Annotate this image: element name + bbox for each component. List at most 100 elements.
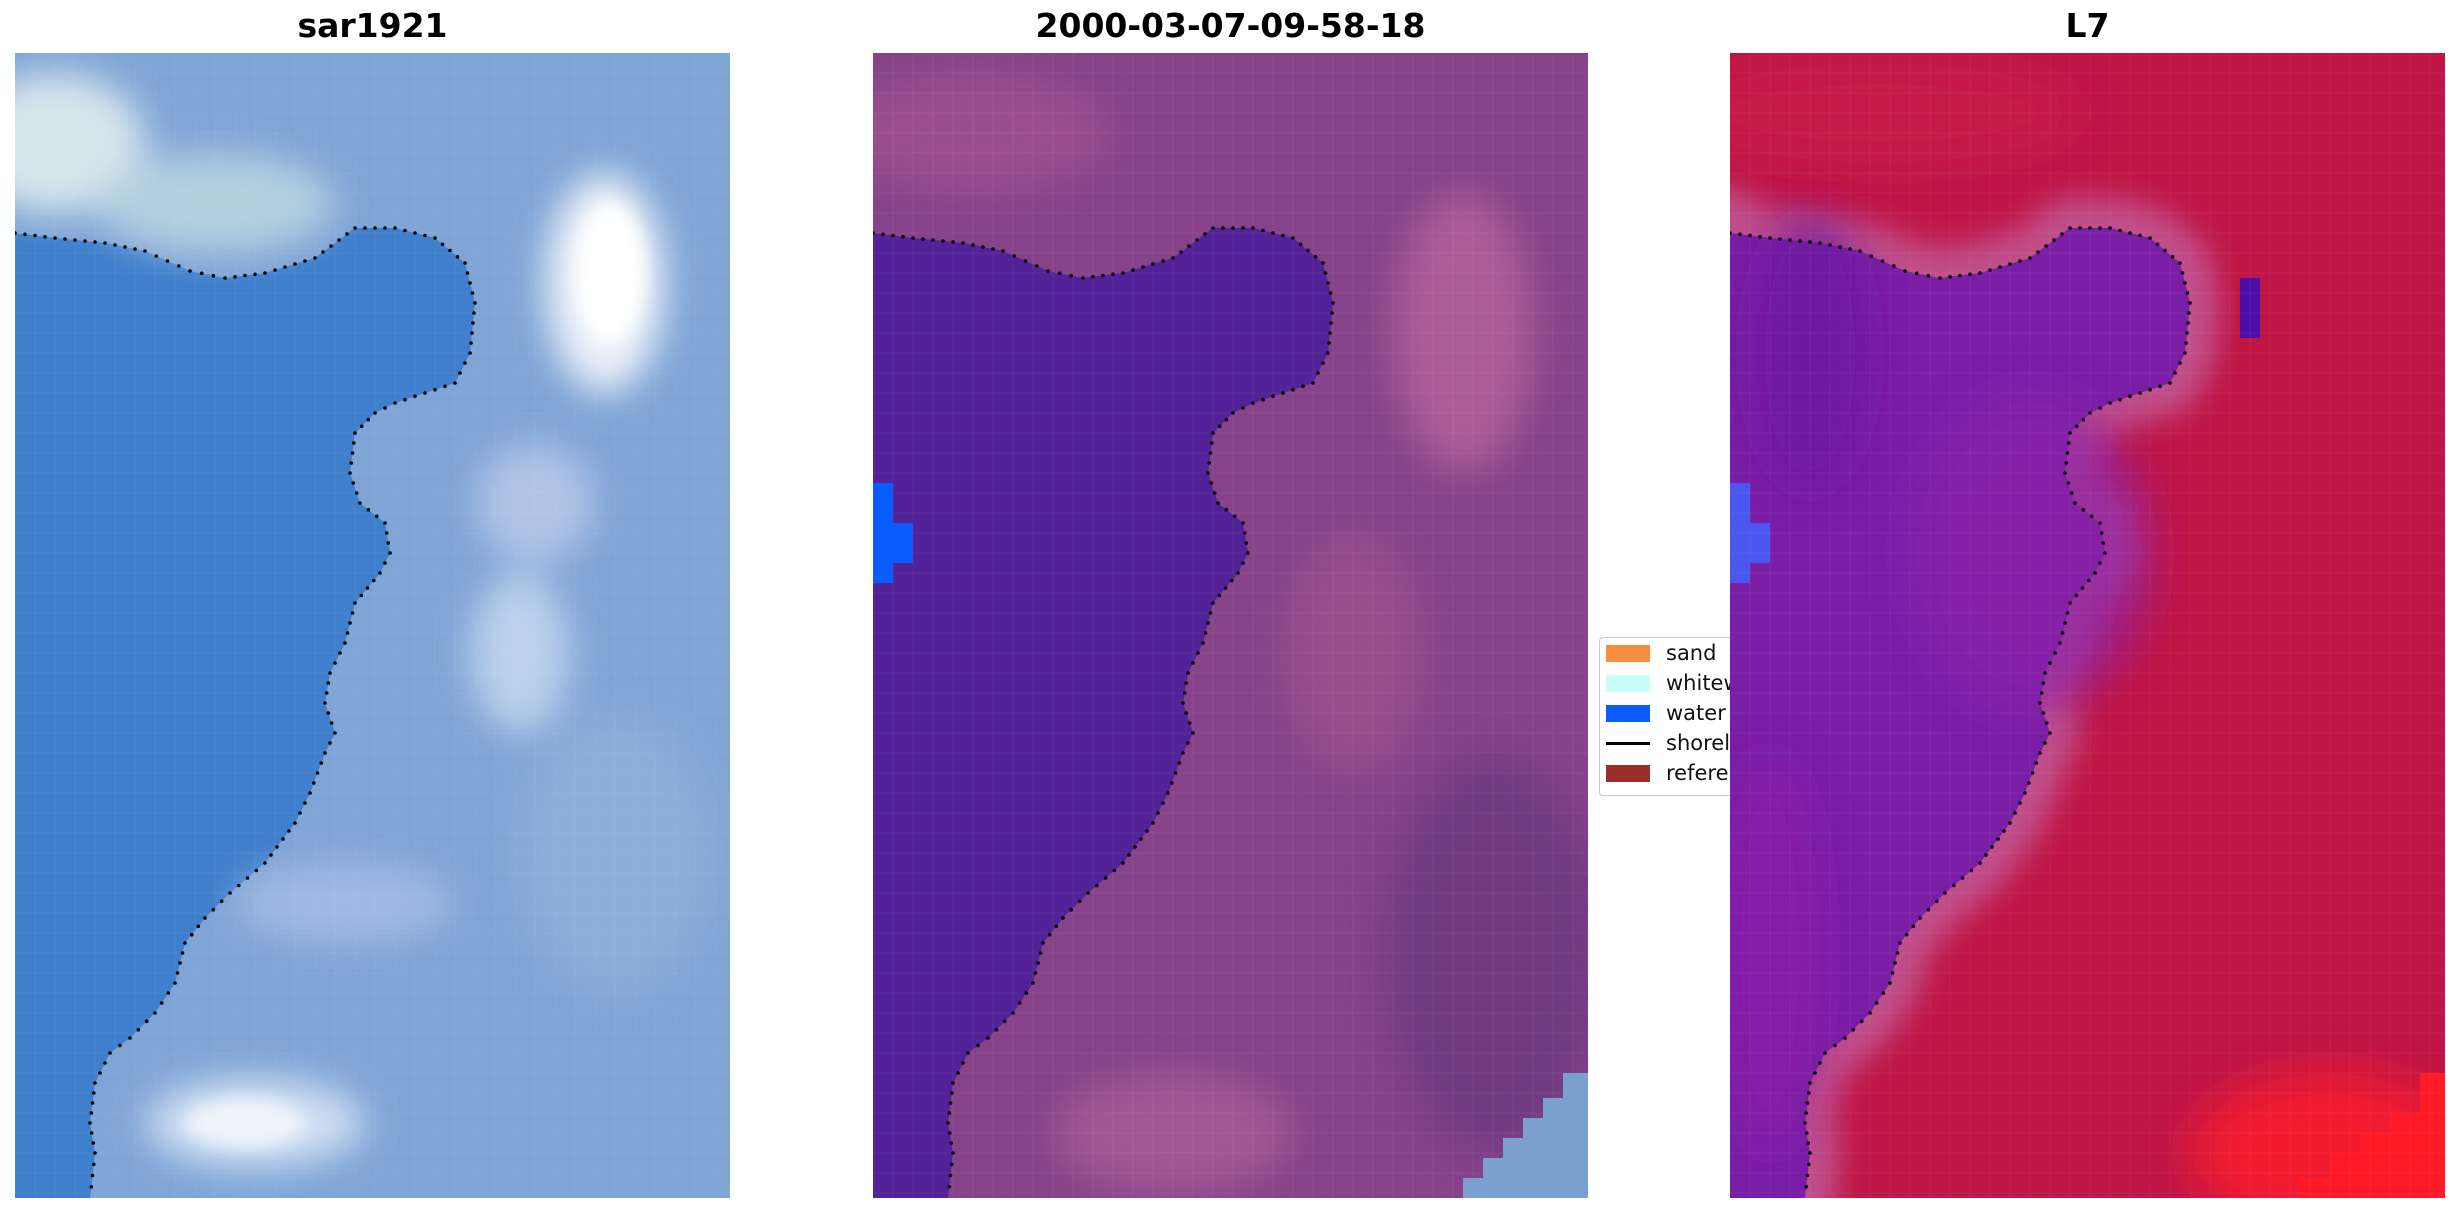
shoreline-point xyxy=(1808,1081,1812,1085)
shoreline-point xyxy=(92,1091,96,1095)
shoreline-point xyxy=(1242,531,1247,535)
shoreline-point xyxy=(1323,271,1328,275)
shoreline-point xyxy=(2128,394,2132,399)
shoreline-point xyxy=(315,771,320,775)
classified-image xyxy=(873,53,1588,1198)
rgb-image xyxy=(15,53,730,1198)
shoreline-point xyxy=(2118,397,2122,402)
shoreline-point xyxy=(423,391,427,395)
shoreline-point xyxy=(2008,262,2012,266)
shoreline-point xyxy=(53,236,57,240)
shoreline-point xyxy=(263,271,267,275)
shoreline-point xyxy=(2138,233,2142,238)
shoreline-point xyxy=(2060,631,2065,635)
shoreline-point xyxy=(348,471,352,475)
shoreline-point xyxy=(333,661,337,665)
shoreline-point xyxy=(1969,868,1974,873)
shoreline-point xyxy=(1895,951,1900,955)
shoreline-point xyxy=(1186,671,1190,675)
shoreline-point xyxy=(951,1081,955,1085)
shoreline-point xyxy=(2027,781,2031,785)
shoreline-point xyxy=(2183,351,2187,355)
shoreline-point xyxy=(313,256,317,260)
shoreline-point xyxy=(463,361,467,365)
shoreline-point xyxy=(359,424,364,429)
shoreline-point xyxy=(180,951,185,955)
shoreline-point xyxy=(981,245,985,249)
shoreline-point xyxy=(1131,268,1135,272)
shoreline-point xyxy=(2043,671,2047,675)
shoreline-point xyxy=(1038,951,1043,955)
shoreline-point xyxy=(1330,311,1334,315)
shoreline-point xyxy=(961,241,965,245)
shoreline-point xyxy=(1328,291,1333,295)
shoreline-point xyxy=(2018,801,2022,805)
shoreline-point xyxy=(90,1173,95,1178)
shoreline-point xyxy=(312,781,316,785)
shoreline-point xyxy=(1803,1121,1807,1125)
shoreline-point xyxy=(949,1141,954,1145)
shoreline-point xyxy=(1748,233,1752,238)
shoreline-point xyxy=(1813,1071,1817,1075)
shoreline-point xyxy=(2058,641,2062,645)
shoreline-point xyxy=(1217,424,1222,429)
shoreline-point xyxy=(1848,247,1852,251)
shoreline-point xyxy=(2048,731,2052,735)
classified-image-panel xyxy=(873,53,1588,1198)
shoreline-point xyxy=(103,241,107,245)
shoreline-point xyxy=(1121,861,1125,865)
shoreline-point xyxy=(2053,651,2057,655)
shoreline-point xyxy=(2178,361,2182,365)
shoreline-point xyxy=(423,233,427,238)
shoreline-point xyxy=(1833,1043,1837,1048)
shoreline-point xyxy=(1859,1019,1864,1024)
shoreline-point xyxy=(243,273,247,278)
shoreline-point xyxy=(352,441,356,445)
shoreline-point xyxy=(873,231,875,235)
shoreline-point xyxy=(384,531,389,535)
shoreline-point xyxy=(2185,331,2189,335)
shoreline-point xyxy=(2044,721,2049,725)
shoreline-point xyxy=(2088,411,2092,415)
shoreline-point xyxy=(1808,1151,1812,1155)
shoreline-point xyxy=(233,275,237,279)
shoreline-point xyxy=(453,381,457,385)
shoreline-point xyxy=(2093,571,2097,575)
shoreline-point xyxy=(1171,256,1175,260)
shoreline-point xyxy=(1033,971,1038,975)
shoreline-point xyxy=(293,262,297,266)
shoreline-point xyxy=(1988,268,1992,272)
shoreline-dots xyxy=(1730,226,2192,1189)
shoreline-point xyxy=(2063,621,2067,625)
shoreline-point xyxy=(308,791,312,795)
shoreline-point xyxy=(1804,1185,1809,1189)
shoreline-point xyxy=(1179,250,1183,254)
shoreline-point xyxy=(2028,256,2032,260)
shoreline-point xyxy=(947,1111,952,1115)
shoreline-point xyxy=(219,899,224,904)
shoreline-point xyxy=(1181,701,1185,705)
shoreline-point xyxy=(946,1121,950,1125)
shoreline-point xyxy=(1231,226,1235,230)
shoreline-point xyxy=(293,821,297,825)
shoreline-point xyxy=(1223,586,1228,590)
shoreline-point xyxy=(1036,961,1040,965)
shoreline-point xyxy=(196,924,201,929)
shoreline-point xyxy=(103,1061,107,1065)
shoreline-point xyxy=(177,264,181,268)
shoreline-point xyxy=(349,461,354,465)
shoreline-point xyxy=(2098,561,2102,565)
shoreline-point xyxy=(2098,521,2102,525)
shoreline-point xyxy=(2101,541,2106,545)
shoreline-point xyxy=(287,829,291,833)
shoreline-point xyxy=(1298,242,1303,247)
shoreline-point xyxy=(1326,281,1330,285)
shoreline-point xyxy=(2069,491,2074,495)
shoreline-point xyxy=(2041,711,2046,715)
shoreline-point xyxy=(976,1043,980,1048)
shoreline-point xyxy=(245,876,250,880)
shoreline-point xyxy=(2066,481,2071,485)
shoreline-point xyxy=(2108,401,2112,405)
shoreline-point xyxy=(1730,231,1732,235)
shoreline-point xyxy=(393,226,397,230)
